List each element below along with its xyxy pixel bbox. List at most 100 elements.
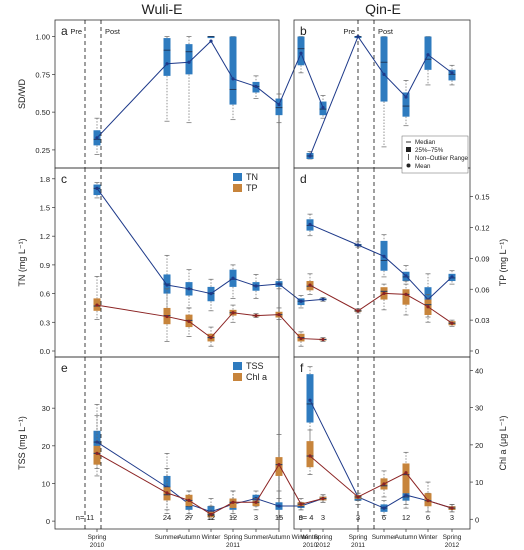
sample-size-qin: 6 <box>426 513 430 522</box>
box-e-Chl a <box>93 445 101 465</box>
x-tick-label-wuli_xticks: Spring 2010 <box>88 534 107 549</box>
mean-point-c <box>95 186 99 190</box>
y-tick-label-c: 0.3 <box>40 318 50 327</box>
box-b-series <box>380 36 388 102</box>
sample-size-wuli: 9 <box>299 513 303 522</box>
box-f-Chl a <box>306 441 314 468</box>
mean-point-d <box>450 321 454 325</box>
panel-label-e: e <box>61 361 68 375</box>
y-tick-label-a: 0.50 <box>35 108 50 117</box>
mean-point-e <box>187 498 191 503</box>
x-tick-label-wuli_xticks: Spring 2011 <box>224 534 243 549</box>
mean-point-e <box>321 496 325 501</box>
mean-point-c <box>299 336 303 341</box>
x-tick-label-wuli_xticks: Summer <box>244 534 269 541</box>
mean-point-c <box>321 297 325 301</box>
sample-size-wuli: 24 <box>163 513 171 522</box>
y-tick-label-f: 0 <box>475 515 479 524</box>
mean-point-c <box>231 276 235 280</box>
mean-point-d <box>450 275 454 279</box>
box-a-series <box>185 44 193 75</box>
legend-swatch-c <box>233 173 242 181</box>
mean-point-b <box>308 154 312 158</box>
mean-point-d <box>308 222 312 227</box>
mean-line-f-TSS <box>309 399 453 509</box>
y-tick-label-c: 0.0 <box>40 347 50 356</box>
y-tick-label-f: 40 <box>475 366 483 375</box>
mean-point-c <box>165 314 169 319</box>
mean-point-c <box>187 287 191 291</box>
boxplot-key-label: Mean <box>415 163 431 170</box>
y-tick-label-e: 0 <box>46 517 50 526</box>
mean-point-e <box>95 440 99 444</box>
y-tick-label-f: 30 <box>475 404 483 413</box>
y-tick-label-f: 10 <box>475 478 483 487</box>
mean-point-d <box>404 292 408 297</box>
box-a-series <box>297 36 305 66</box>
x-tick-label-wuli_xticks: Winter <box>202 534 222 541</box>
y-tick-label-a: 0.75 <box>35 70 50 79</box>
boxplot-key <box>401 135 469 174</box>
mean-line-e-TSS <box>96 441 324 513</box>
mean-line-f-Chl a <box>309 455 453 509</box>
y-tick-label-d: 0.09 <box>475 254 490 263</box>
sample-size-qin: 3 <box>356 513 360 522</box>
mean-point-a <box>321 106 325 110</box>
panel-label-a: a <box>61 24 68 38</box>
mean-point-e <box>165 491 169 495</box>
mean-point-a <box>209 39 213 43</box>
box-a-series <box>229 36 237 105</box>
box-a-series <box>163 38 171 76</box>
mean-line-e-Chl a <box>96 452 324 515</box>
mean-point-f <box>308 454 312 458</box>
y-tick-label-a: 0.25 <box>35 146 50 155</box>
mean-point-d <box>356 309 360 313</box>
mean-point-f <box>404 493 408 497</box>
phase-label-post-b: Post <box>378 27 394 36</box>
mean-line-c-TN <box>96 188 324 302</box>
panel-label-b: b <box>300 24 307 38</box>
y-tick-label-c: 1.5 <box>40 203 50 212</box>
mean-point-a <box>231 77 235 81</box>
mean-point-c <box>209 291 213 296</box>
y-tick-label-d: 0 <box>475 347 479 356</box>
y-tick-label-d: 0.03 <box>475 316 490 325</box>
mean-point-a <box>277 102 281 107</box>
mean-point-a <box>254 84 258 89</box>
y-tick-label-c: 0.6 <box>40 290 50 299</box>
box-e-Chl a <box>275 457 283 476</box>
y-tick-label-e: 20 <box>42 442 50 451</box>
sample-size-wuli: 27 <box>185 513 193 522</box>
legend-swatch-e <box>233 362 242 370</box>
y-tick-label-c: 0.9 <box>40 261 50 270</box>
mean-point-a <box>95 136 99 140</box>
panel-frame-f <box>293 356 471 530</box>
x-tick-label-wuli_xticks: Autumn <box>178 534 201 541</box>
y-axis-label-c: TN (mg L⁻¹) <box>17 238 27 286</box>
panel-label-f: f <box>300 361 304 375</box>
box-b-series <box>402 92 410 117</box>
mean-point-e <box>95 451 99 455</box>
mean-point-c <box>95 303 99 307</box>
mean-point-f <box>382 506 386 510</box>
column-title-wuli: Wuli-E <box>142 1 183 17</box>
mean-point-c <box>187 319 191 323</box>
boxplot-key-label: Median <box>415 139 436 146</box>
key-mean-mark <box>406 163 411 168</box>
x-tick-label-qin_xticks: Spring 2012 <box>443 534 462 549</box>
mean-point-c <box>209 336 213 340</box>
mean-point-b <box>450 71 454 75</box>
mean-point-d <box>308 283 312 287</box>
x-tick-label-qin_xticks: Spring 2011 <box>349 534 368 549</box>
mean-point-f <box>308 398 312 402</box>
mean-point-e <box>209 512 213 516</box>
phase-label-pre-b: Pre <box>343 27 355 36</box>
legend-swatch-e <box>233 373 242 381</box>
y-tick-label-d: 0.06 <box>475 285 490 294</box>
mean-point-d <box>382 254 386 258</box>
mean-point-b <box>404 95 408 99</box>
y-tick-label-d: 0.12 <box>475 224 490 233</box>
legend-swatch-c <box>233 184 242 192</box>
y-axis-label-a: SD/WD <box>17 79 27 109</box>
